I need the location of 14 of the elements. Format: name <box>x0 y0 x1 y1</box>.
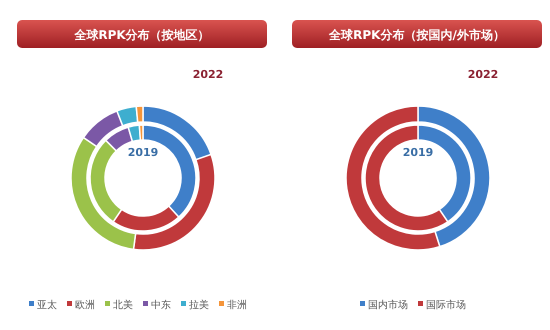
chart-title: 全球RPK分布（按地区） <box>73 28 210 42</box>
legend-label: 欧洲 <box>75 299 95 311</box>
legend-label: 拉美 <box>189 299 209 311</box>
legend-label: 非洲 <box>227 299 247 311</box>
slice-label: 2019 <box>402 146 434 159</box>
slice-label: 2022 <box>192 68 224 81</box>
legend-label: 中东 <box>151 299 171 311</box>
slice-label: 2022 <box>468 68 498 81</box>
chart-title: 全球RPK分布（按国内/外市场） <box>328 28 505 42</box>
legend-label: 国际市场 <box>426 299 466 311</box>
legend-label: 北美 <box>113 299 133 311</box>
legend-label: 亚太 <box>37 299 57 311</box>
legend-label: 国内市场 <box>368 299 408 311</box>
slice-label: 2019 <box>128 146 158 159</box>
